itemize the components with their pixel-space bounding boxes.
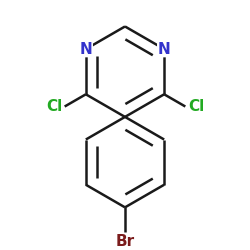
Text: Br: Br — [116, 234, 134, 249]
Text: N: N — [158, 42, 170, 56]
Text: Cl: Cl — [46, 99, 62, 114]
Text: Cl: Cl — [188, 99, 204, 114]
Text: N: N — [80, 42, 92, 56]
